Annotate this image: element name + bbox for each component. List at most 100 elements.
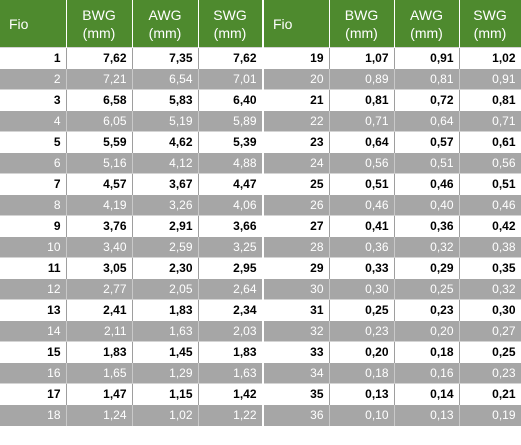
cell-fio: 24: [264, 152, 330, 174]
cell-bwg: 0,89: [329, 68, 395, 90]
header-swg: SWG (mm): [198, 0, 263, 48]
header-awg-label: AWG: [148, 6, 182, 23]
header-fio: Fio: [264, 0, 330, 48]
cell-swg: 3,25: [198, 236, 263, 258]
cell-bwg: 0,25: [329, 299, 395, 321]
cell-fio: 29: [264, 257, 330, 279]
table-row: 5 5,59 4,62 5,39: [0, 131, 263, 153]
cell-bwg: 6,58: [66, 89, 133, 111]
cell-fio: 13: [0, 299, 67, 321]
header-awg-unit: (mm): [148, 24, 182, 41]
cell-fio: 14: [0, 320, 67, 342]
cell-awg: 0,20: [394, 320, 460, 342]
cell-bwg: 5,16: [66, 152, 133, 174]
table-row: 8 4,19 3,26 4,06: [0, 194, 263, 216]
cell-swg: 0,35: [459, 257, 521, 279]
header-bwg-unit: (mm): [82, 24, 116, 41]
cell-awg: 1,83: [132, 299, 199, 321]
table-row: 26 0,46 0,40 0,46: [264, 194, 521, 216]
cell-fio: 9: [0, 215, 67, 237]
cell-fio: 7: [0, 173, 67, 195]
table-row: 6 5,16 4,12 4,88: [0, 152, 263, 174]
cell-swg: 3,66: [198, 215, 263, 237]
cell-swg: 1,42: [198, 383, 263, 405]
cell-awg: 2,05: [132, 278, 199, 300]
cell-bwg: 7,21: [66, 68, 133, 90]
header-awg: AWG (mm): [132, 0, 199, 48]
cell-awg: 0,64: [394, 110, 460, 132]
cell-bwg: 0,46: [329, 194, 395, 216]
cell-swg: 0,23: [459, 362, 521, 384]
cell-awg: 1,02: [132, 404, 199, 426]
header-bwg-label: BWG: [82, 6, 116, 23]
header-awg: AWG (mm): [394, 0, 460, 48]
cell-awg: 1,15: [132, 383, 199, 405]
cell-swg: 7,62: [198, 47, 263, 69]
cell-bwg: 0,81: [329, 89, 395, 111]
cell-swg: 0,46: [459, 194, 521, 216]
header-row: Fio BWG (mm) AWG (mm) SWG (mm): [0, 0, 263, 48]
cell-bwg: 0,56: [329, 152, 395, 174]
cell-bwg: 3,05: [66, 257, 133, 279]
cell-swg: 2,64: [198, 278, 263, 300]
cell-bwg: 0,33: [329, 257, 395, 279]
cell-swg: 4,06: [198, 194, 263, 216]
cell-swg: 0,61: [459, 131, 521, 153]
cell-bwg: 3,40: [66, 236, 133, 258]
table-row: 15 1,83 1,45 1,83: [0, 341, 263, 363]
cell-swg: 0,71: [459, 110, 521, 132]
cell-bwg: 5,59: [66, 131, 133, 153]
cell-bwg: 1,65: [66, 362, 133, 384]
cell-fio: 19: [264, 47, 330, 69]
table-row: 13 2,41 1,83 2,34: [0, 299, 263, 321]
wire-gauge-table-left: Fio BWG (mm) AWG (mm) SWG (mm) 1 7,62 7,35 7,6…: [0, 0, 263, 426]
cell-fio: 30: [264, 278, 330, 300]
cell-awg: 0,36: [394, 215, 460, 237]
table-row: 18 1,24 1,02 1,22: [0, 404, 263, 426]
cell-swg: 1,63: [198, 362, 263, 384]
table-row: 1 7,62 7,35 7,62: [0, 47, 263, 69]
cell-fio: 3: [0, 89, 67, 111]
table-row: 12 2,77 2,05 2,64: [0, 278, 263, 300]
cell-awg: 0,25: [394, 278, 460, 300]
table-row: 27 0,41 0,36 0,42: [264, 215, 521, 237]
cell-awg: 3,67: [132, 173, 199, 195]
cell-swg: 0,91: [459, 68, 521, 90]
table-row: 28 0,36 0,32 0,38: [264, 236, 521, 258]
cell-swg: 0,56: [459, 152, 521, 174]
cell-awg: 3,26: [132, 194, 199, 216]
cell-fio: 11: [0, 257, 67, 279]
cell-swg: 0,38: [459, 236, 521, 258]
cell-swg: 0,81: [459, 89, 521, 111]
cell-fio: 22: [264, 110, 330, 132]
cell-bwg: 2,77: [66, 278, 133, 300]
cell-swg: 7,01: [198, 68, 263, 90]
cell-awg: 0,16: [394, 362, 460, 384]
header-fio: Fio: [0, 0, 67, 48]
cell-awg: 0,14: [394, 383, 460, 405]
cell-swg: 1,02: [459, 47, 521, 69]
cell-fio: 10: [0, 236, 67, 258]
cell-swg: 5,89: [198, 110, 263, 132]
cell-awg: 0,29: [394, 257, 460, 279]
header-awg-label: AWG: [410, 6, 443, 23]
cell-swg: 2,34: [198, 299, 263, 321]
cell-fio: 26: [264, 194, 330, 216]
cell-fio: 8: [0, 194, 67, 216]
cell-awg: 7,35: [132, 47, 199, 69]
header-awg-unit: (mm): [410, 24, 443, 41]
table-row: 17 1,47 1,15 1,42: [0, 383, 263, 405]
table-row: 19 1,07 0,91 1,02: [264, 47, 521, 69]
cell-awg: 0,32: [394, 236, 460, 258]
cell-swg: 0,51: [459, 173, 521, 195]
table-row: 25 0,51 0,46 0,51: [264, 173, 521, 195]
table-row: 3 6,58 5,83 6,40: [0, 89, 263, 111]
cell-bwg: 4,57: [66, 173, 133, 195]
cell-swg: 2,03: [198, 320, 263, 342]
cell-awg: 0,13: [394, 404, 460, 426]
cell-fio: 32: [264, 320, 330, 342]
cell-bwg: 1,07: [329, 47, 395, 69]
cell-fio: 4: [0, 110, 67, 132]
cell-swg: 1,83: [198, 341, 263, 363]
table-row: 24 0,56 0,51 0,56: [264, 152, 521, 174]
